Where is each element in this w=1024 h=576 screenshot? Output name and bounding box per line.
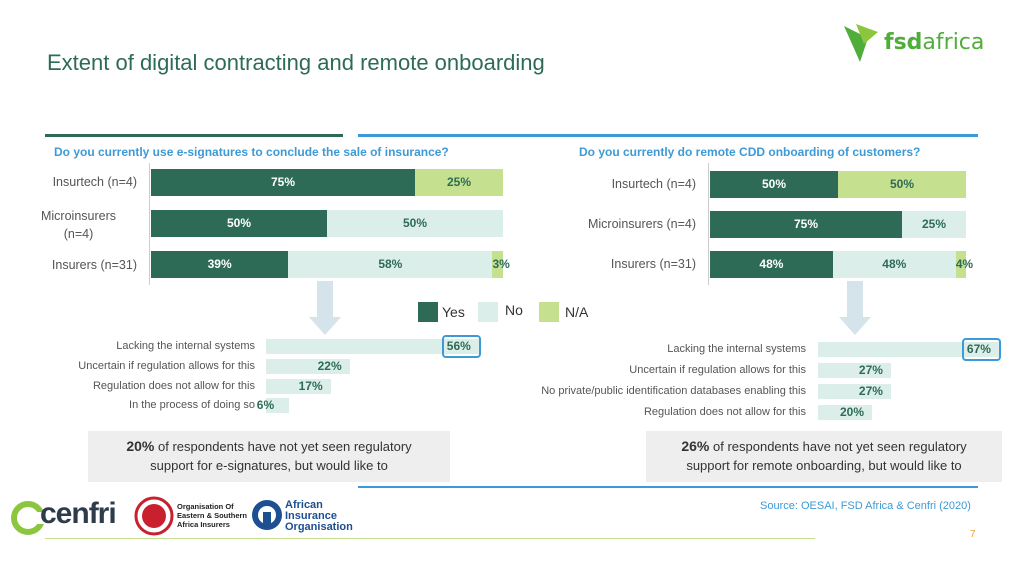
reason-label: Lacking the internal systems [667,343,806,355]
reason-bar [818,384,891,399]
bar-value-label: 50% [761,177,787,191]
callout-pct: 26% [681,438,710,454]
oesai-logo-icon [134,496,174,536]
right-rule [358,134,978,137]
reason-label: Lacking the internal systems [116,340,255,352]
bar-value-label: 75% [793,217,819,231]
right-label-insurers: Insurers (n=31) [610,257,696,271]
source-note: Source: OESAI, FSD Africa & Cenfri (2020… [760,500,971,512]
bar-value-label: 75% [270,175,296,189]
bar-value-label: 58% [378,257,403,271]
highlight-box [961,338,1001,361]
bar-yes: 48% [710,251,833,278]
reason-label: Uncertain if regulation allows for this [78,360,255,372]
down-arrow-icon [309,281,341,335]
right-axis [708,163,709,285]
down-arrow-icon [839,281,871,335]
question-cdd: Do you currently do remote CDD onboardin… [579,145,921,159]
reason-label: In the process of doing so [129,399,255,411]
callout-pct: 20% [126,438,155,454]
callout-cdd: 26% of respondents have not yet seen reg… [646,431,1002,482]
bar-yes: 50% [151,210,327,237]
reason-label: Uncertain if regulation allows for this [629,364,806,376]
legend-no: No [505,302,523,318]
bar-yes: 75% [151,169,415,196]
bar-no: 25% [902,211,966,238]
reason-bar [266,339,479,354]
cenfri-logo: cenfri [40,497,117,530]
reason-value: 17% [298,379,323,393]
legend-na: N/A [565,304,589,320]
left-label-insurers: Insurers (n=31) [51,258,137,272]
reason-value: 67% [966,342,991,356]
bar-value-label: 48% [882,257,907,271]
callout-esignature: 20% of respondents have not yet seen reg… [88,431,450,482]
bar-yes: 75% [710,211,902,238]
bar-na: 4% [955,251,974,278]
cenfri-logo-icon [11,501,46,535]
page-title: Extent of digital contracting and remote… [47,50,545,75]
reason-bar [266,398,289,413]
bar-yes: 50% [710,171,838,198]
reason-label: Regulation does not allow for this [643,406,806,418]
bar-value-label: 48% [759,257,784,271]
bar-no: 48% [832,251,956,278]
right-label-insurtech: Insurtech (n=4) [611,177,696,191]
reason-value: 22% [317,359,342,373]
fsd-africa-logo: fsdafrica [842,22,985,66]
page-number: 7 [970,529,976,540]
bar-value-label: 50% [889,177,915,191]
reason-bar [818,342,999,357]
reason-value: 20% [840,405,865,419]
bar-value-label: 25% [921,217,947,231]
bar-na: 3% [492,251,510,278]
bar-value-label: 50% [402,216,428,230]
aio-logo: African Insurance Organisation [285,499,353,533]
left-label-microinsurers: Microinsurers (n=4) [40,209,116,241]
legend-swatch-yes [418,302,438,322]
highlight-box [441,335,481,358]
left-label-insurtech: Insurtech (n=4) [52,175,137,189]
left-axis [149,163,150,285]
reason-bar [818,363,891,378]
reason-value: 56% [446,339,471,353]
bar-no: 58% [288,251,493,278]
reason-value: 27% [858,384,883,398]
bar-na: 25% [415,169,503,196]
aio-logo-icon [252,500,282,530]
left-rule [45,134,343,137]
legend-swatch-na [539,302,559,322]
footer-rule [45,538,815,539]
bar-na: 50% [838,171,966,198]
reason-bar [266,359,350,374]
reason-label: Regulation does not allow for this [92,380,255,392]
leaf-icon [844,24,878,62]
reason-label: No private/public identification databas… [541,385,806,397]
bar-no: 50% [327,210,503,237]
bar-value-label: 4% [955,257,974,271]
reason-value: 27% [858,363,883,377]
question-esignature: Do you currently use e-signatures to con… [54,145,449,159]
bar-value-label: 50% [226,216,252,230]
reason-bar [818,405,872,420]
logo-light: africa [922,30,985,55]
oesai-logo: Organisation Of Eastern & Southern Afric… [177,502,248,529]
bar-value-label: 25% [446,175,472,189]
reason-bar [266,379,331,394]
legend-yes: Yes [442,304,465,320]
right-label-microinsurers: Microinsurers (n=4) [587,217,696,231]
logo-bold: fsd [884,30,923,55]
bar-value-label: 3% [492,257,510,271]
bar-yes: 39% [151,251,289,278]
bar-value-label: 39% [207,257,232,271]
legend-swatch-no [478,302,498,322]
bottom-rule [358,486,978,488]
reason-value: 6% [256,398,275,412]
